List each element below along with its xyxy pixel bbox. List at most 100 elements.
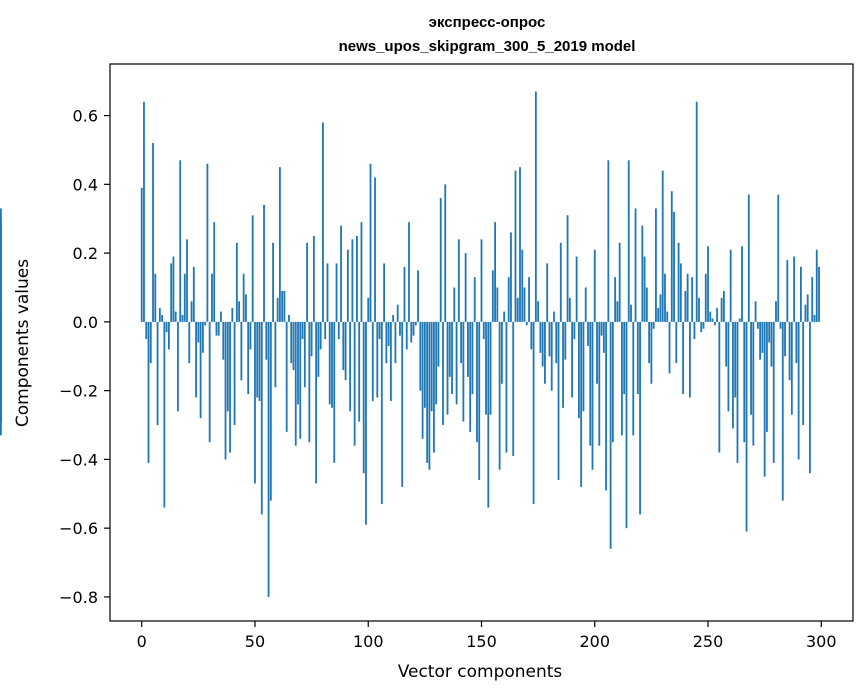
bar — [358, 321, 361, 422]
bar — [682, 321, 685, 395]
bar — [412, 321, 415, 336]
bar — [387, 321, 390, 346]
bar — [476, 321, 478, 443]
bar — [170, 263, 173, 322]
bar — [711, 318, 714, 322]
bar — [525, 321, 528, 326]
bar — [417, 270, 419, 322]
bar — [818, 266, 820, 322]
x-tick-label: 100 — [353, 632, 384, 651]
bar — [285, 321, 288, 432]
bar — [421, 321, 424, 439]
bar — [430, 321, 433, 412]
bar — [303, 321, 306, 388]
bar — [451, 321, 453, 395]
bar — [609, 321, 612, 549]
bar — [596, 321, 598, 384]
bar — [804, 304, 807, 322]
bar — [720, 297, 723, 322]
bar — [333, 321, 336, 463]
chart-subtitle: news_upos_skipgram_300_5_2019 model — [339, 38, 636, 55]
bar — [578, 321, 580, 419]
bar — [328, 321, 331, 405]
bar — [349, 321, 352, 412]
bar — [423, 321, 426, 408]
bar — [433, 321, 435, 453]
bar — [181, 314, 184, 322]
bar — [736, 321, 739, 463]
bar — [467, 321, 469, 377]
bar — [140, 187, 143, 322]
bar — [478, 321, 481, 481]
bar — [211, 273, 213, 322]
bar — [788, 321, 791, 381]
bar — [659, 294, 662, 322]
bar — [591, 321, 594, 470]
plot-frame — [109, 63, 854, 622]
bar — [544, 321, 546, 384]
bar — [254, 321, 256, 484]
bar — [408, 222, 410, 322]
bar — [580, 321, 583, 487]
bar — [553, 311, 555, 322]
bar — [505, 321, 508, 453]
bar — [405, 321, 408, 350]
bar — [582, 321, 585, 412]
bar — [650, 321, 653, 384]
bar — [573, 321, 576, 340]
bar — [698, 297, 700, 322]
bar — [741, 246, 743, 322]
bar — [453, 287, 456, 322]
bar — [550, 321, 553, 391]
bar — [652, 321, 655, 329]
bar — [627, 160, 630, 322]
bar — [306, 242, 308, 322]
bar — [657, 308, 660, 322]
y-tick-label: −0.6 — [59, 519, 98, 538]
bar — [380, 321, 383, 505]
bar — [557, 321, 560, 481]
bar — [265, 321, 268, 360]
bar — [750, 321, 752, 415]
bar — [507, 277, 510, 322]
bar — [605, 321, 607, 491]
bar — [670, 191, 673, 322]
bar — [473, 277, 476, 322]
bar — [374, 177, 376, 322]
bar — [691, 277, 694, 322]
bar — [655, 208, 657, 322]
bar — [446, 321, 449, 415]
bar — [677, 242, 680, 322]
bar — [795, 321, 798, 364]
bar — [611, 321, 614, 443]
bar — [754, 301, 757, 322]
bar — [172, 256, 175, 322]
bar — [516, 297, 519, 322]
x-tick-label: 0 — [137, 632, 147, 651]
bar — [752, 321, 755, 446]
bar — [442, 321, 444, 426]
bar — [167, 321, 170, 350]
bar — [616, 301, 619, 322]
bar — [326, 263, 329, 322]
bar — [331, 321, 333, 408]
bar — [351, 239, 354, 322]
bar — [154, 273, 157, 322]
y-tick-label: −0.2 — [59, 382, 98, 401]
bar — [759, 321, 762, 360]
bar — [695, 101, 698, 322]
bar — [496, 287, 499, 322]
bar — [471, 321, 474, 395]
bar — [435, 321, 438, 405]
bar — [208, 321, 211, 443]
bar — [632, 321, 635, 436]
bar — [206, 163, 209, 322]
bar — [716, 308, 718, 322]
bar — [770, 321, 773, 367]
bar — [161, 314, 163, 322]
y-tick-label: 0.4 — [73, 175, 98, 194]
bar — [353, 321, 356, 446]
x-tick-label: 50 — [245, 632, 265, 651]
bar — [781, 321, 784, 501]
bar — [183, 273, 186, 322]
